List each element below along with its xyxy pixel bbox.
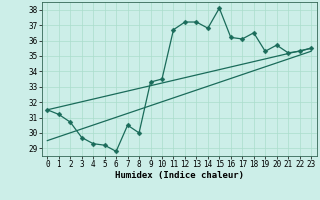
X-axis label: Humidex (Indice chaleur): Humidex (Indice chaleur) — [115, 171, 244, 180]
